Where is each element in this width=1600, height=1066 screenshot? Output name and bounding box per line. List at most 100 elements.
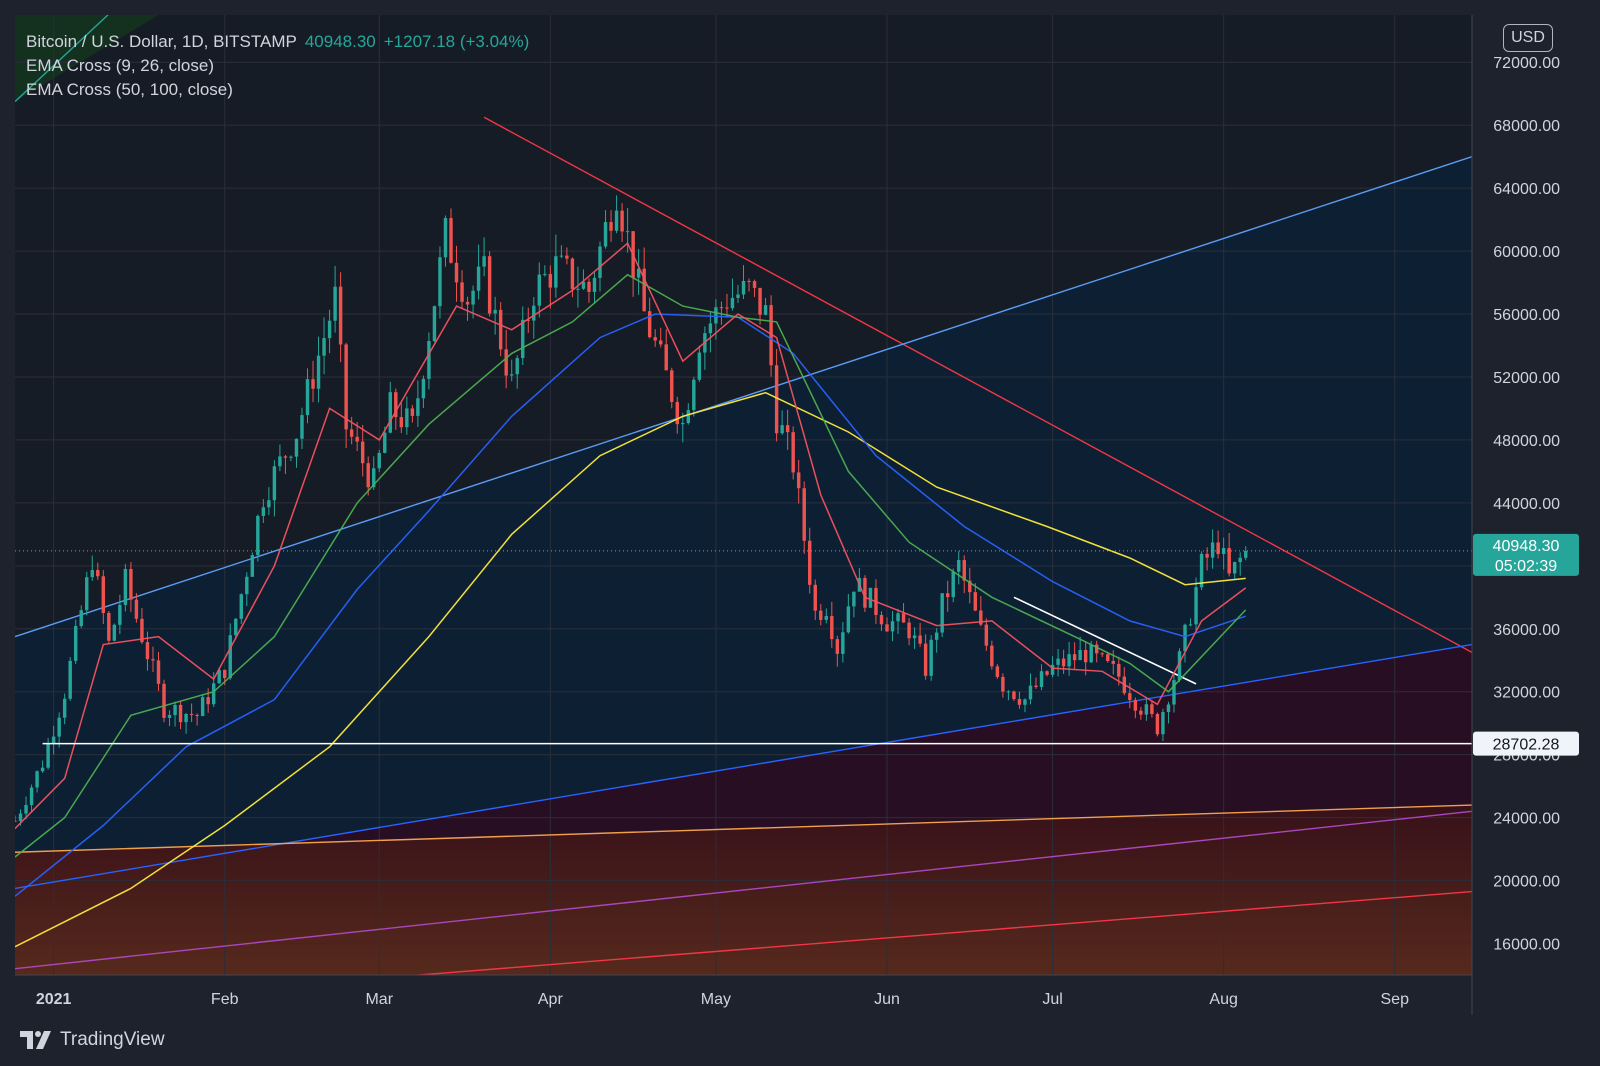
- x-tick-label: Jun: [874, 991, 900, 1008]
- candle-body: [200, 697, 205, 716]
- candle-body: [736, 294, 740, 298]
- chart-legend: Bitcoin / U.S. Dollar, 1D, BITSTAMP 40948…: [26, 30, 529, 102]
- candle-body: [1072, 654, 1077, 661]
- candle-body: [289, 456, 293, 458]
- candle-body: [1133, 700, 1138, 711]
- candle-body: [316, 355, 321, 389]
- candle-body: [372, 468, 376, 488]
- ema26-line: [15, 273, 1247, 858]
- candle-body: [968, 580, 972, 593]
- candle-body: [195, 714, 199, 716]
- candle-body: [256, 515, 260, 556]
- candle-body: [570, 258, 575, 290]
- candle-body: [846, 606, 851, 633]
- candle-body: [741, 280, 746, 295]
- candle-body: [559, 255, 564, 257]
- candle-body: [1117, 663, 1121, 677]
- candle-body: [1078, 649, 1082, 661]
- current-price-tag: [1473, 533, 1579, 576]
- x-tick-label: Mar: [365, 991, 393, 1008]
- candle-body: [344, 344, 348, 430]
- ema100-line: [15, 391, 1246, 948]
- indicator-ema-9-26[interactable]: EMA Cross (9, 26, close): [26, 56, 215, 75]
- candle-body: [1194, 587, 1198, 625]
- candle-body: [1155, 714, 1160, 735]
- candle-body: [123, 568, 128, 605]
- tradingview-logo-icon: [20, 1031, 51, 1049]
- y-tick-label: 52000.00: [1493, 370, 1560, 387]
- candle-body: [587, 281, 591, 292]
- candle-body: [1166, 704, 1171, 713]
- candle-body: [261, 507, 266, 516]
- candle-body: [907, 622, 911, 639]
- candle-body: [532, 305, 536, 321]
- candle-body: [1205, 553, 1209, 558]
- candle-body: [245, 576, 249, 595]
- candle-body: [896, 613, 900, 622]
- candle-body: [824, 616, 828, 620]
- candle-body: [421, 378, 426, 399]
- candle-body: [1100, 653, 1104, 655]
- candle-body: [890, 621, 895, 632]
- candle-body: [217, 669, 221, 684]
- candle-body: [686, 410, 691, 424]
- candle-body: [1183, 624, 1187, 652]
- support-price-label: 28702.28: [1493, 737, 1560, 754]
- trendline: [15, 643, 1472, 890]
- candle-body: [79, 610, 83, 627]
- ema50-line: [15, 313, 1246, 897]
- candle-body: [432, 306, 437, 342]
- candle-body: [962, 560, 966, 581]
- candle-body: [802, 488, 806, 541]
- candle-body: [918, 635, 922, 644]
- candle-body: [487, 256, 492, 314]
- candle-body: [692, 379, 696, 411]
- candle-body: [410, 408, 415, 416]
- candle-body: [394, 392, 398, 418]
- candle-body: [515, 358, 519, 375]
- candle-body: [178, 704, 183, 723]
- candle-body: [68, 660, 72, 699]
- candle-body: [338, 286, 343, 345]
- candle-body: [747, 280, 751, 282]
- candle-body: [1232, 562, 1237, 574]
- candle-body: [852, 591, 856, 607]
- indicator-ema-50-100[interactable]: EMA Cross (50, 100, close): [26, 80, 233, 99]
- brand-name: TradingView: [60, 1029, 165, 1050]
- candle-body: [819, 610, 823, 620]
- candle-body: [697, 352, 702, 380]
- candle-body: [1244, 550, 1248, 558]
- candle-body: [1111, 660, 1115, 664]
- candle-body: [653, 337, 657, 341]
- candle-body: [405, 408, 409, 428]
- currency-button[interactable]: USD: [1503, 24, 1553, 52]
- candle-body: [498, 309, 503, 350]
- candle-body: [1089, 644, 1093, 663]
- candle-body: [923, 643, 928, 676]
- candle-body: [995, 666, 1000, 677]
- candle-body: [1028, 685, 1033, 700]
- candle-body: [471, 290, 475, 305]
- trendline: [15, 804, 1472, 853]
- candle-body: [24, 805, 28, 814]
- tradingview-brand[interactable]: TradingView: [18, 1028, 165, 1052]
- candle-body: [250, 555, 255, 577]
- candle-body: [206, 697, 210, 705]
- candle-body: [167, 715, 172, 718]
- legend-symbol-row[interactable]: Bitcoin / U.S. Dollar, 1D, BITSTAMP 40948…: [26, 30, 529, 54]
- candle-body: [636, 268, 641, 278]
- candle-body: [1106, 654, 1110, 661]
- candle-body: [305, 379, 310, 416]
- y-tick-label: 72000.00: [1493, 55, 1560, 72]
- symbol-title: Bitcoin / U.S. Dollar, 1D, BITSTAMP: [26, 32, 297, 51]
- candle-body: [791, 432, 795, 473]
- x-tick-label: Sep: [1381, 991, 1410, 1008]
- candle-body: [234, 618, 238, 636]
- candle-body: [189, 713, 194, 715]
- current-price-label: 40948.30: [1493, 538, 1560, 555]
- candle-body: [90, 570, 94, 578]
- candle-body: [647, 311, 652, 338]
- candle-body: [1045, 671, 1049, 675]
